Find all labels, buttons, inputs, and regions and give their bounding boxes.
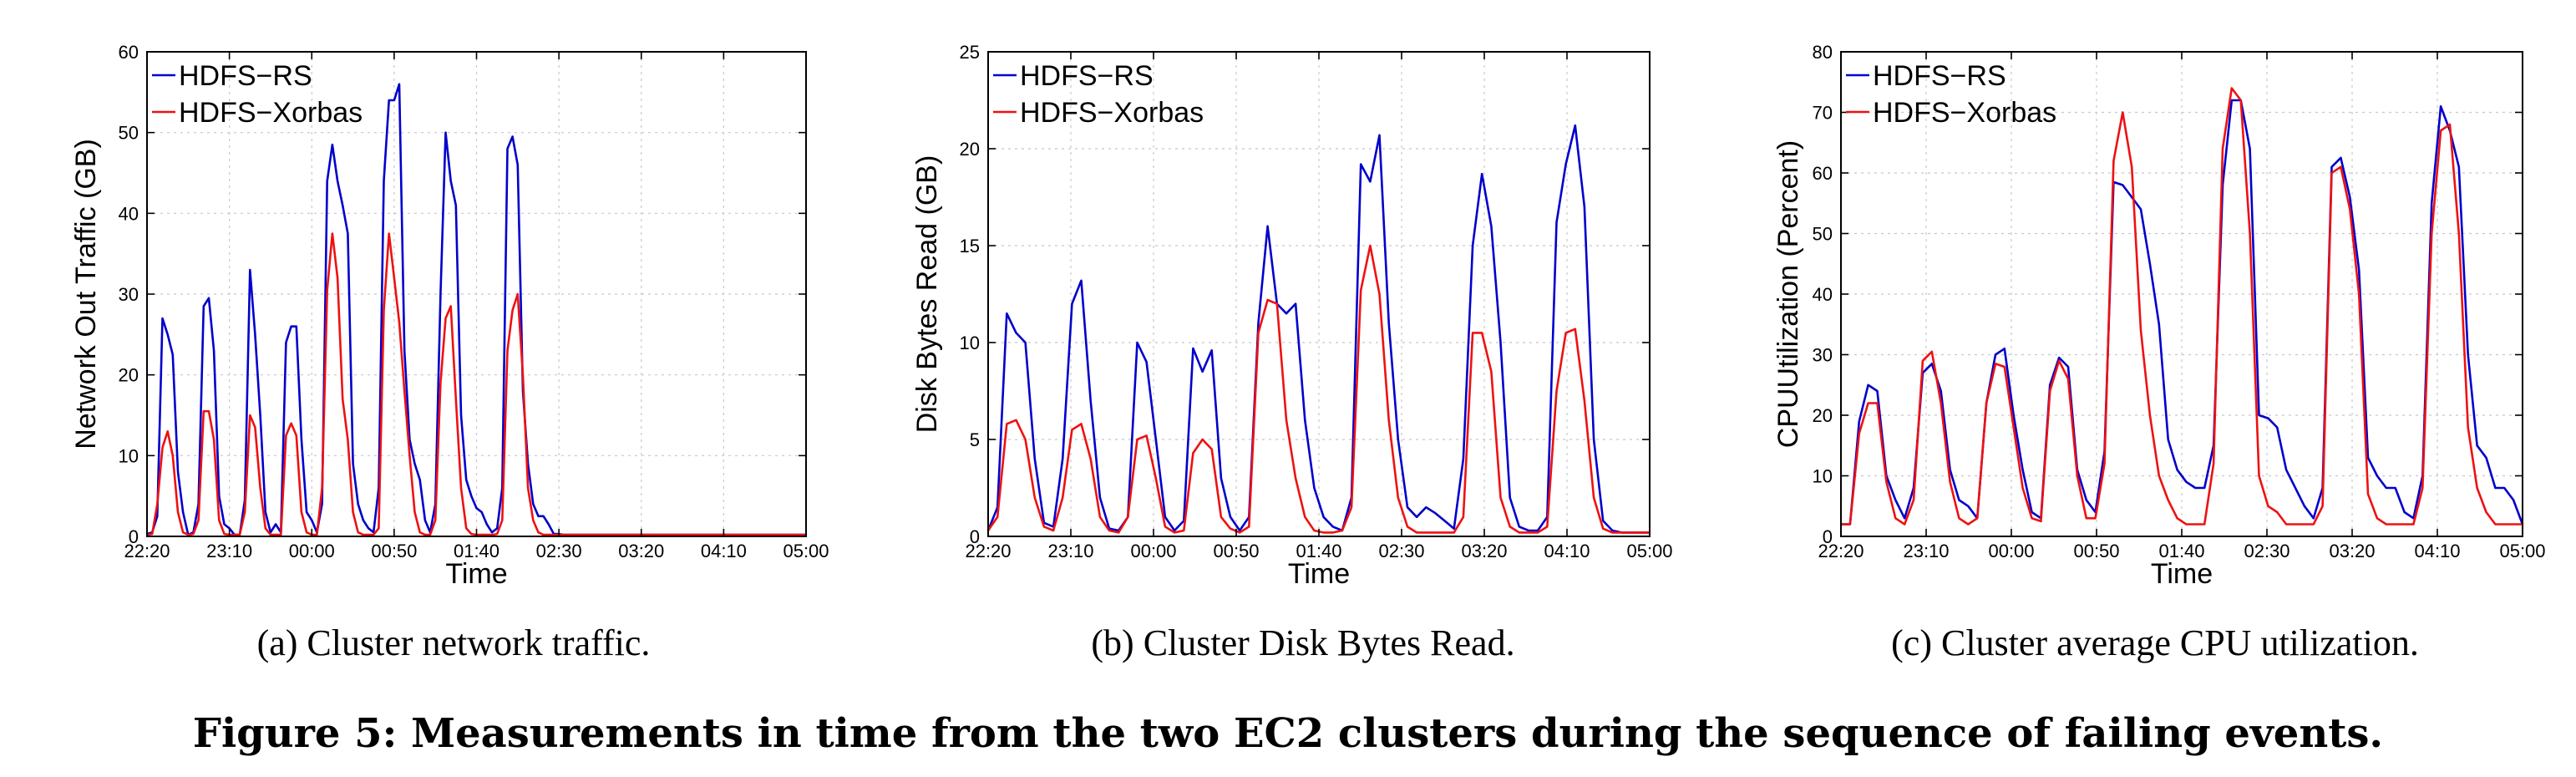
x-tick-label: 03:20 — [618, 541, 664, 561]
y-tick-label: 80 — [1813, 42, 1833, 63]
x-tick-label: 01:40 — [2158, 541, 2204, 561]
series-line-hdfs-rs — [986, 124, 1650, 534]
x-tick-label: 04:10 — [701, 541, 747, 561]
x-tick-label: 02:30 — [536, 541, 582, 561]
legend-label-hdfs-rs: HDFS−RS — [179, 60, 312, 92]
y-tick-label: 50 — [1813, 224, 1833, 245]
chart-disk-bytes-read: 0 5 10 15 20 25 22:20 23:10 00:00 00:50 01:40 02:30… — [911, 42, 1673, 590]
y-tick-label: 0 — [970, 526, 980, 547]
x-axis-label: Time — [1288, 558, 1350, 590]
y-tick-label: 40 — [1813, 284, 1833, 305]
y-tick-label: 10 — [119, 445, 139, 466]
y-tick-label: 20 — [119, 365, 139, 386]
x-tick-label: 03:20 — [1461, 541, 1507, 561]
x-tick-label: 05:00 — [1626, 541, 1672, 561]
series-line-hdfs-rs — [1841, 99, 2524, 526]
y-tick-label: 50 — [119, 123, 139, 144]
caption-disk-bytes-read: (b) Cluster Disk Bytes Read. — [1091, 622, 1514, 663]
x-tick-label: 23:10 — [1047, 541, 1093, 561]
x-tick-label: 22:20 — [1818, 541, 1864, 561]
series-line-hdfs-xorbas — [1841, 87, 2523, 526]
figure-caption: Figure 5: Measurements in time from the … — [193, 710, 2383, 757]
y-axis-label: CPUUtilization (Percent) — [1772, 140, 1804, 448]
caption-cpu-utilization: (c) Cluster average CPU utilization. — [1891, 622, 2419, 663]
x-tick-label: 01:40 — [454, 541, 499, 561]
x-tick-label: 22:20 — [124, 541, 170, 561]
x-tick-label: 00:00 — [1130, 541, 1176, 561]
caption-network-traffic: (a) Cluster network traffic. — [257, 622, 651, 663]
chart-cpu-utilization: 0 10 20 30 40 50 60 70 80 22:20 23:10 00:00 00:50 01:… — [1772, 42, 2546, 590]
y-tick-label: 60 — [1813, 163, 1833, 184]
chart-network-traffic: 0 10 20 30 40 50 60 22:20 23:10 00:00 00:50 01:40 02… — [70, 42, 829, 590]
x-tick-label: 05:00 — [783, 541, 829, 561]
y-tick-label: 0 — [1823, 526, 1833, 547]
y-axis-label: Disk Bytes Read (GB) — [911, 155, 943, 434]
y-tick-label: 25 — [960, 42, 980, 63]
legend-label-hdfs-xorbas: HDFS−Xorbas — [1020, 97, 1204, 129]
series-line-hdfs-xorbas — [146, 232, 806, 536]
x-tick-label: 22:20 — [965, 541, 1011, 561]
y-tick-label: 15 — [960, 236, 980, 256]
y-tick-label: 40 — [119, 203, 139, 224]
x-tick-label: 23:10 — [1903, 541, 1949, 561]
x-tick-label: 02:30 — [2244, 541, 2289, 561]
y-tick-label: 60 — [119, 42, 139, 63]
x-axis-label: Time — [2151, 558, 2213, 590]
x-tick-label: 04:10 — [2414, 541, 2460, 561]
y-axis-label: Network Out Traffic (GB) — [70, 139, 102, 449]
y-tick-label: 70 — [1813, 103, 1833, 124]
x-tick-label: 00:50 — [1213, 541, 1259, 561]
legend-label-hdfs-rs: HDFS−RS — [1020, 60, 1154, 92]
x-axis-label: Time — [445, 558, 507, 590]
x-tick-label: 00:00 — [1988, 541, 2034, 561]
x-tick-label: 05:00 — [2499, 541, 2545, 561]
y-tick-label: 30 — [119, 284, 139, 305]
y-tick-label: 0 — [129, 526, 139, 547]
legend-label-hdfs-xorbas: HDFS−Xorbas — [179, 97, 363, 129]
x-tick-label: 01:40 — [1296, 541, 1341, 561]
y-tick-label: 5 — [970, 429, 980, 450]
y-tick-label: 10 — [960, 333, 980, 353]
x-tick-label: 00:00 — [289, 541, 335, 561]
x-tick-label: 00:50 — [371, 541, 417, 561]
legend-label-hdfs-xorbas: HDFS−Xorbas — [1873, 97, 2056, 129]
x-tick-label: 23:10 — [206, 541, 252, 561]
x-tick-label: 03:20 — [2329, 541, 2375, 561]
x-tick-label: 00:50 — [2073, 541, 2119, 561]
x-tick-label: 04:10 — [1544, 541, 1590, 561]
x-tick-label: 02:30 — [1378, 541, 1424, 561]
legend-label-hdfs-rs: HDFS−RS — [1873, 60, 2006, 92]
y-tick-label: 30 — [1813, 345, 1833, 366]
y-tick-label: 20 — [960, 139, 980, 160]
y-tick-label: 10 — [1813, 466, 1833, 487]
y-tick-label: 20 — [1813, 405, 1833, 426]
